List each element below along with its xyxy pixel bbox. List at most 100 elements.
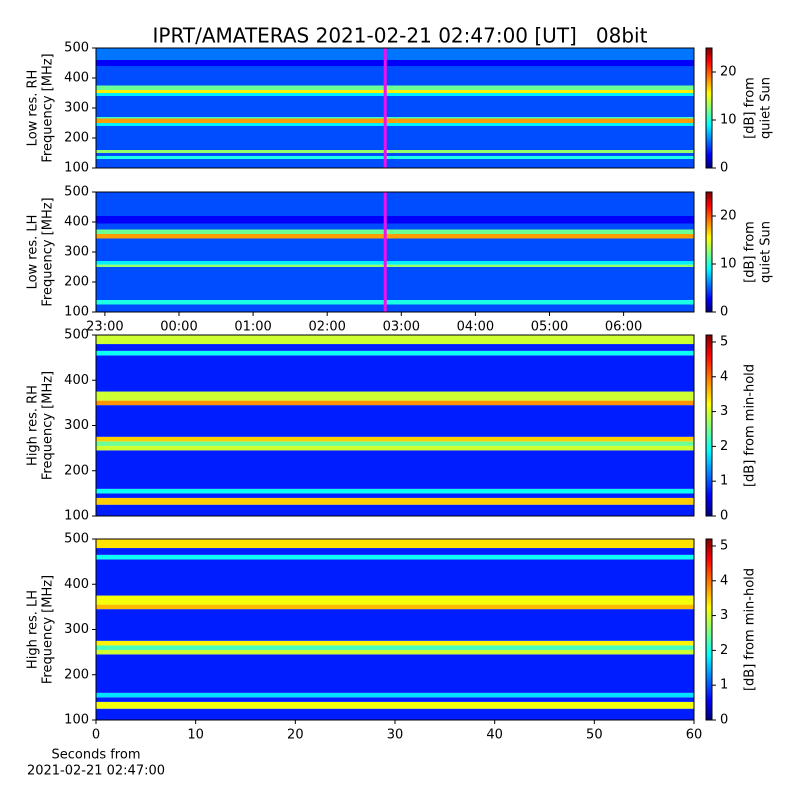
y-axis-label: Low res. LH [26, 215, 41, 290]
spectrum-band [96, 701, 694, 709]
spectrum-band [96, 445, 694, 451]
colorbar [705, 47, 713, 169]
y-tick-label: 200 [64, 131, 89, 146]
x-axis-label: Seconds from [51, 748, 140, 763]
spectrum-band [96, 90, 694, 93]
spectrum-band [96, 156, 694, 159]
x-tick-label: 03:00 [383, 320, 420, 335]
colorbar-label: quiet Sun [759, 221, 774, 283]
spectrum-band [96, 85, 694, 90]
colorbar-label: [dB] from min-hold [743, 364, 758, 487]
colorbar-tick-label: 4 [720, 573, 728, 588]
spectrum-band [96, 335, 694, 345]
spectrum-band [96, 267, 694, 300]
colorbar [705, 191, 713, 313]
spectrum-band [96, 645, 694, 650]
spectrum-band [96, 234, 694, 239]
spectrum-band [96, 355, 694, 392]
y-tick-label: 500 [64, 185, 89, 200]
y-tick-label: 100 [64, 713, 89, 728]
spectrum-band [96, 192, 694, 216]
spectrum-band [96, 117, 694, 119]
x-tick-label: 00:00 [160, 320, 197, 335]
spectrum-band [96, 223, 694, 230]
spectrum-band [96, 604, 694, 610]
spectrum-band [96, 493, 694, 498]
x-tick-label: 50 [586, 728, 603, 743]
spectrum-band [96, 609, 694, 641]
y-axis-label: Low res. RH [26, 70, 41, 147]
spectrum-band [96, 391, 694, 401]
y-axis-label: High res. LH [26, 590, 41, 669]
spectrum-band [96, 264, 694, 267]
x-axis-label: 2021-02-21 02:47:00 [27, 764, 165, 779]
colorbar-tick-label: 20 [720, 209, 737, 224]
y-axis-label: Frequency [MHz] [41, 53, 56, 162]
colorbar [705, 334, 713, 517]
y-tick-label: 300 [64, 101, 89, 116]
spectrum-band [96, 554, 694, 560]
colorbar-tick-label: 10 [720, 257, 737, 272]
colorbar-tick-label: 2 [720, 439, 728, 454]
x-tick-label: 23:00 [86, 320, 123, 335]
spectrum-band [96, 48, 694, 60]
y-tick-label: 200 [64, 275, 89, 290]
spectrum-band [96, 150, 694, 153]
colorbar [705, 538, 713, 721]
x-tick-label: 04:00 [457, 320, 494, 335]
y-tick-label: 300 [64, 245, 89, 260]
colorbar-tick-label: 2 [720, 643, 728, 658]
y-tick-label: 300 [64, 418, 89, 433]
x-tick-label: 0 [92, 728, 100, 743]
y-tick-label: 500 [64, 328, 89, 343]
colorbar-tick-label: 4 [720, 369, 728, 384]
y-axis-label: Frequency [MHz] [41, 575, 56, 684]
colorbar-tick-label: 0 [720, 509, 728, 524]
x-tick-label: 02:00 [308, 320, 345, 335]
spectrum-band [96, 692, 694, 698]
spectrum-band [96, 344, 694, 351]
spectrum-band [96, 559, 694, 596]
colorbar-tick-label: 1 [720, 678, 728, 693]
spectrum-band [96, 697, 694, 702]
y-tick-label: 100 [64, 305, 89, 320]
spectrum-band [96, 350, 694, 356]
spectrum-band [96, 405, 694, 437]
spectrum-band [96, 304, 694, 312]
y-axis-label: Frequency [MHz] [41, 371, 56, 480]
spectrum-band [96, 595, 694, 605]
y-tick-label: 400 [64, 71, 89, 86]
spectrum-band [96, 118, 694, 123]
spectrum-band [96, 153, 694, 156]
x-tick-label: 20 [287, 728, 304, 743]
figure-title: IPRT/AMATERAS 2021-02-21 02:47:00 [UT] 0… [153, 24, 648, 48]
colorbar-tick-label: 5 [720, 538, 728, 553]
x-tick-label: 60 [686, 728, 703, 743]
y-tick-label: 500 [64, 41, 89, 56]
spectrum-band [96, 497, 694, 505]
x-tick-label: 01:00 [234, 320, 271, 335]
spectrum-band [96, 400, 694, 406]
spectrum-band [96, 640, 694, 646]
spectrum-band [96, 93, 694, 96]
x-tick-label: 40 [486, 728, 503, 743]
x-tick-label: 10 [187, 728, 204, 743]
spectrum-band [96, 60, 694, 66]
colorbar-tick-label: 10 [720, 113, 737, 128]
y-axis-label: High res. RH [26, 385, 41, 466]
spectrum-band [96, 261, 694, 265]
spectrum-band [96, 159, 694, 168]
colorbar-tick-label: 3 [720, 608, 728, 623]
colorbar-tick-label: 0 [720, 713, 728, 728]
spectrum-band [96, 654, 694, 693]
spectrum-band [96, 123, 694, 126]
spectrum-band [96, 96, 694, 117]
colorbar-tick-label: 20 [720, 65, 737, 80]
spectrum-band [96, 649, 694, 655]
x-tick-label: 30 [387, 728, 404, 743]
colorbar-tick-label: 5 [720, 334, 728, 349]
spectrum-band [96, 238, 694, 261]
y-tick-label: 100 [64, 161, 89, 176]
spectrum-band [96, 488, 694, 494]
